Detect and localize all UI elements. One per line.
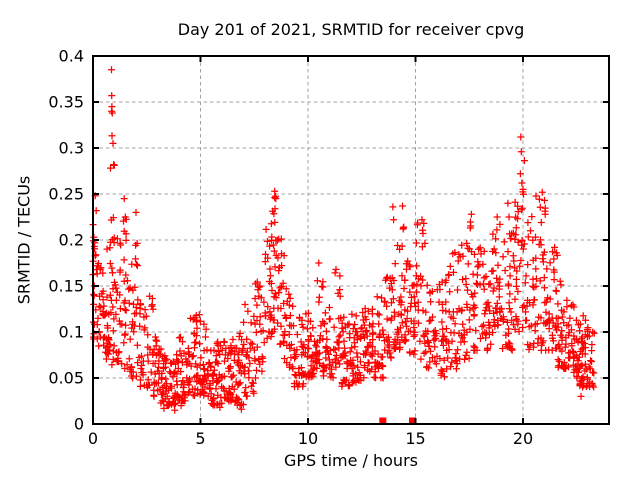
y-tick-label: 0.15 — [48, 277, 84, 296]
y-tick-label: 0.4 — [59, 47, 84, 66]
x-tick-label: 0 — [88, 429, 98, 448]
y-tick-label: 0.3 — [59, 139, 84, 158]
x-tick-label: 10 — [298, 429, 318, 448]
x-tick-label: 15 — [405, 429, 425, 448]
y-tick-label: 0.2 — [59, 231, 84, 250]
event-square-marker — [379, 417, 387, 425]
y-tick-label: 0.05 — [48, 369, 84, 388]
event-square-marker — [408, 417, 416, 425]
plot-border — [92, 55, 610, 425]
y-tick-label: 0.1 — [59, 323, 84, 342]
x-tick-label: 20 — [513, 429, 533, 448]
x-tick-label: 5 — [195, 429, 205, 448]
x-axis-label: GPS time / hours — [284, 451, 418, 470]
chart-title: Day 201 of 2021, SRMTID for receiver cpv… — [177, 20, 525, 39]
y-tick-label: 0.35 — [48, 93, 84, 112]
y-tick-label: 0.25 — [48, 185, 84, 204]
y-tick-label: 0 — [74, 415, 84, 434]
